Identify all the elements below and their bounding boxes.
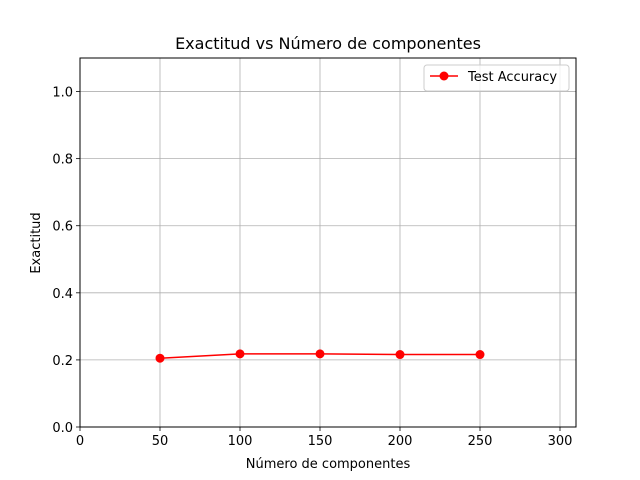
grid-lines	[79, 58, 576, 428]
legend-marker	[439, 71, 449, 81]
y-tick-label: 0.2	[52, 354, 73, 369]
axis-ticks: 0 50 100 150 200 250 300 0.0 0.2 0.4 0.6 0.8 1.0	[52, 86, 572, 449]
y-axis-label: Exactitud	[29, 212, 44, 273]
x-tick-label: 0	[76, 434, 84, 449]
data-point	[475, 350, 485, 360]
x-tick-label: 50	[152, 434, 169, 449]
legend: Test Accuracy	[423, 64, 570, 92]
y-tick-label: 0.0	[52, 421, 73, 436]
x-tick-label: 250	[468, 434, 493, 449]
x-tick-label: 150	[308, 434, 333, 449]
x-tick-label: 100	[228, 434, 253, 449]
x-axis-label: Número de componentes	[246, 457, 411, 472]
y-tick-label: 0.8	[52, 153, 73, 168]
y-tick-label: 0.6	[52, 220, 73, 235]
data-point	[155, 353, 165, 363]
y-tick-label: 0.4	[52, 287, 73, 302]
x-tick-label: 200	[388, 434, 413, 449]
plot-frame	[79, 57, 577, 428]
plot-area	[155, 349, 485, 363]
data-point	[235, 349, 245, 359]
y-tick-label: 1.0	[52, 86, 73, 101]
data-point	[395, 350, 405, 360]
chart-title: Exactitud vs Número de componentes	[175, 34, 481, 53]
legend-label: Test Accuracy	[467, 70, 557, 85]
x-tick-label: 300	[548, 434, 573, 449]
data-point	[315, 349, 325, 359]
legend-box	[423, 64, 570, 92]
